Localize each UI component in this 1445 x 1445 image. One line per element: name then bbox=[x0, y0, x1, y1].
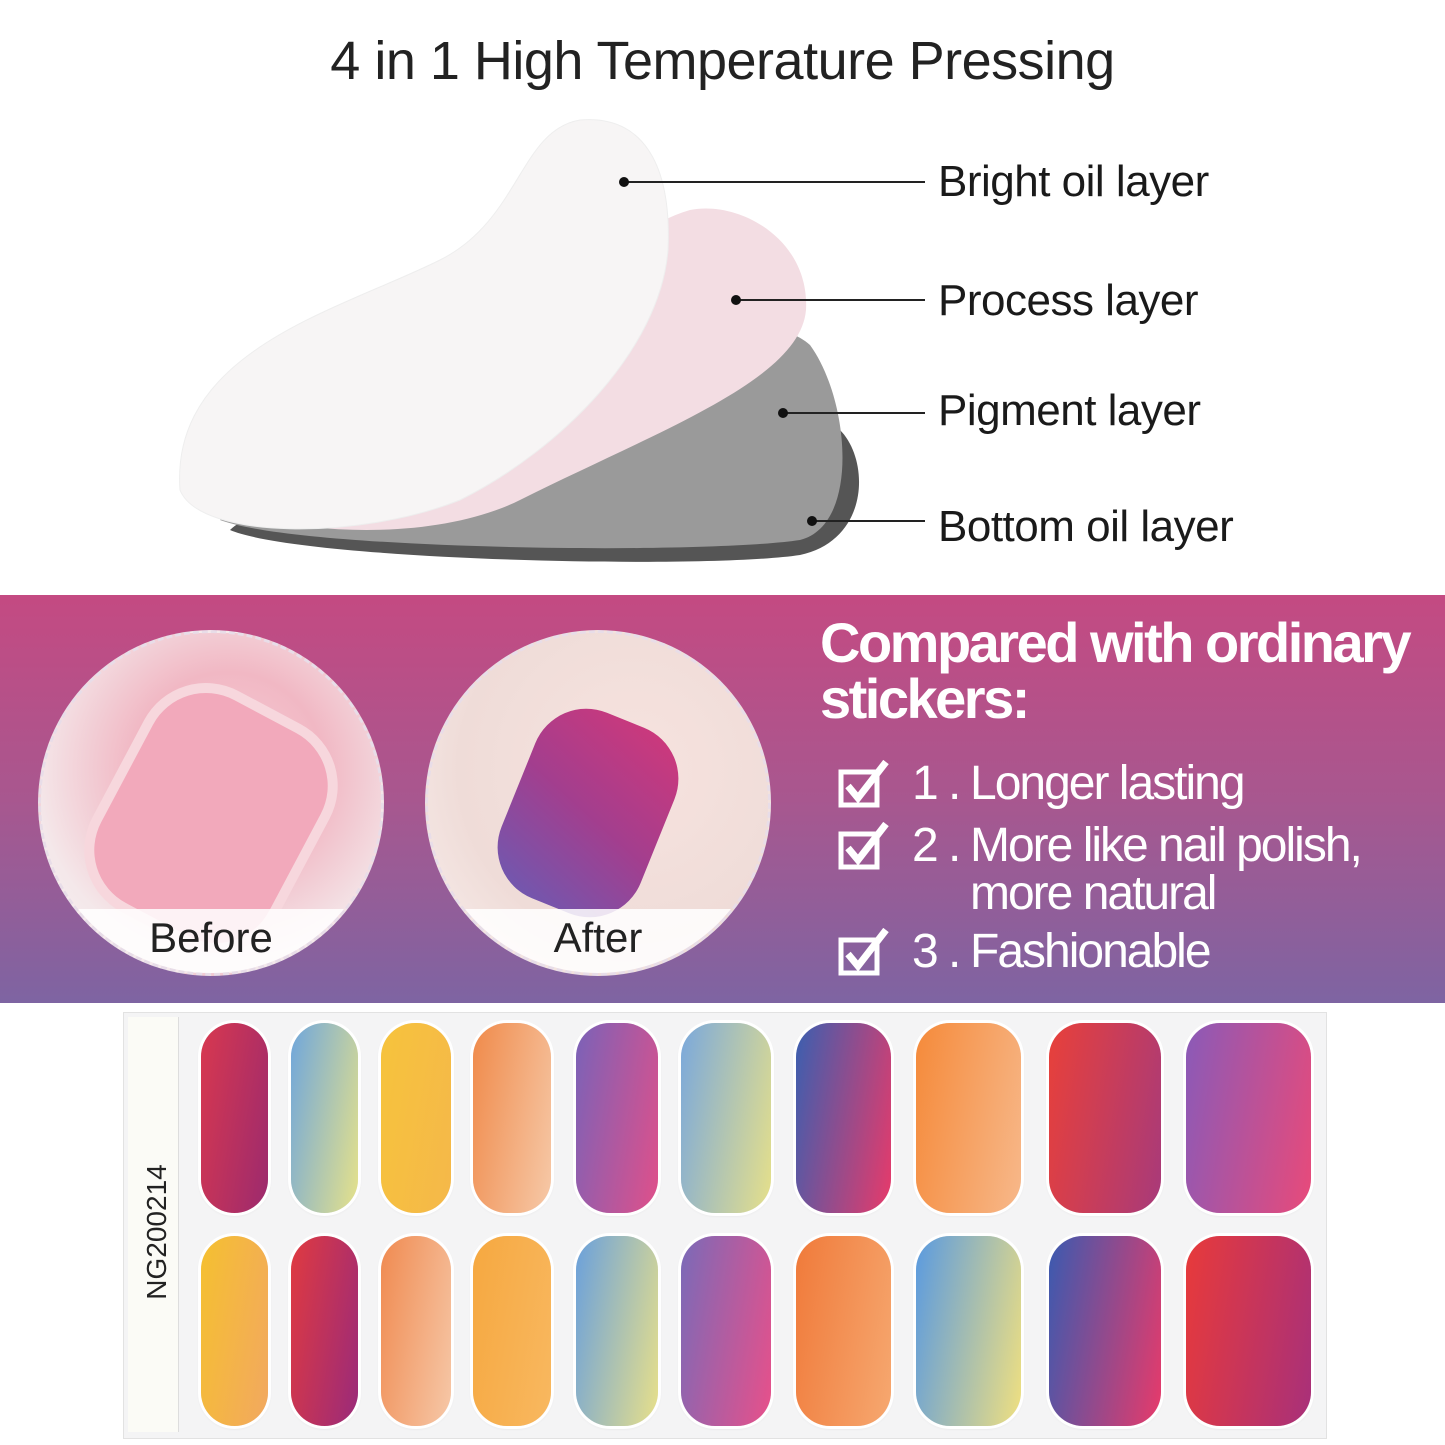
nail-sticker bbox=[381, 1023, 451, 1213]
nail-sticker bbox=[796, 1023, 891, 1213]
layer-label: Bright oil layer bbox=[938, 157, 1209, 206]
checkbox-checked-icon bbox=[838, 822, 889, 870]
nail-sticker bbox=[473, 1023, 551, 1213]
nail-sticker bbox=[916, 1236, 1021, 1426]
comparison-heading: Compared with ordinary stickers: bbox=[820, 611, 1412, 730]
sheet-tab: NG200214 bbox=[128, 1017, 179, 1432]
nail-sticker bbox=[576, 1023, 658, 1213]
nail-sticker bbox=[1186, 1023, 1311, 1213]
nail-sticker bbox=[576, 1236, 658, 1426]
nail-sticker bbox=[1186, 1236, 1311, 1426]
page-title: 4 in 1 High Temperature Pressing bbox=[330, 31, 1115, 91]
nail-sticker-sheet: NG200214 bbox=[123, 1012, 1327, 1439]
nail-sticker bbox=[201, 1023, 268, 1213]
list-item: 1 . Longer lasting bbox=[838, 760, 1246, 808]
layer-diagram bbox=[179, 119, 925, 562]
list-item: 2 . More like nail polish, more natural bbox=[838, 822, 1428, 918]
nail-sticker bbox=[381, 1236, 451, 1426]
nail-sticker bbox=[1049, 1236, 1161, 1426]
product-code: NG200214 bbox=[141, 1164, 172, 1300]
nail-sticker bbox=[201, 1236, 268, 1426]
before-label: Before bbox=[41, 909, 381, 973]
comparison-band: Before After Compared with ordinary stic… bbox=[0, 595, 1445, 1003]
nail-sticker bbox=[291, 1236, 358, 1426]
nail-sticker bbox=[291, 1023, 358, 1213]
layer-label: Process layer bbox=[938, 276, 1199, 325]
layer-label: Pigment layer bbox=[938, 386, 1201, 435]
before-image: Before bbox=[38, 630, 384, 976]
nail-sticker bbox=[1049, 1023, 1161, 1213]
nail-sticker bbox=[796, 1236, 891, 1426]
after-label: After bbox=[428, 909, 768, 973]
nail-sticker bbox=[681, 1023, 771, 1213]
checkbox-checked-icon bbox=[838, 928, 889, 976]
checkbox-checked-icon bbox=[838, 760, 889, 808]
polished-nail bbox=[481, 692, 695, 934]
nail-sticker bbox=[916, 1023, 1021, 1213]
list-item: 3 . Fashionable bbox=[838, 928, 1212, 976]
nail-sticker bbox=[681, 1236, 771, 1426]
bright-oil-layer-shape bbox=[179, 119, 669, 530]
after-image: After bbox=[425, 630, 771, 976]
nail-sticker bbox=[473, 1236, 551, 1426]
layer-label: Bottom oil layer bbox=[938, 502, 1234, 551]
